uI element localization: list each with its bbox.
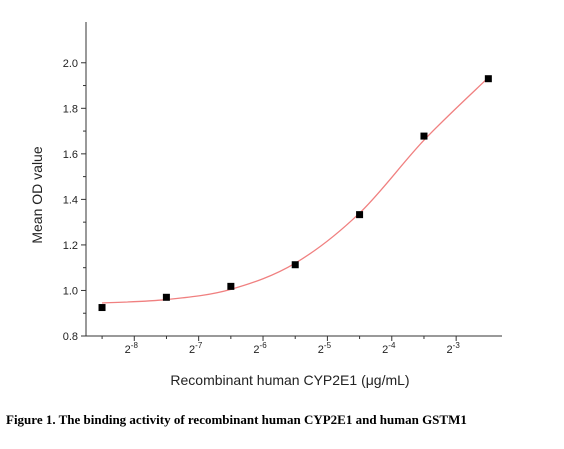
data-point — [227, 282, 235, 290]
fit-curve-layer — [101, 77, 489, 304]
fit-curve — [101, 77, 489, 304]
y-tick-label: 2.0 — [63, 58, 78, 70]
data-point — [98, 304, 106, 312]
x-tick-label: 2-3 — [447, 341, 461, 356]
data-point — [162, 293, 170, 301]
x-axis-title: Recombinant human CYP2E1 (μg/mL) — [170, 372, 409, 388]
data-points-layer — [98, 75, 492, 312]
x-tick-label: 2-5 — [318, 341, 332, 356]
x-tick-label: 2-8 — [125, 341, 139, 356]
axes — [85, 22, 502, 337]
figure-caption: Figure 1. The binding activity of recomb… — [6, 412, 467, 427]
y-tick-label: 1.2 — [63, 240, 78, 252]
x-tick-label: 2-4 — [382, 341, 396, 356]
x-tick-label: 2-6 — [253, 341, 267, 356]
x-tick-label: 2-7 — [189, 341, 203, 356]
y-tick-label: 1.8 — [63, 103, 78, 115]
y-tick-label: 1.4 — [63, 194, 78, 206]
y-axis-title: Mean OD value — [29, 146, 45, 243]
data-point — [484, 75, 492, 83]
y-tick-label: 1.6 — [63, 149, 78, 161]
y-tick-label: 0.8 — [63, 331, 78, 343]
x-ticks: 2-8 2-7 2-6 2-5 2-4 2-3 — [101, 336, 461, 356]
data-point — [356, 211, 364, 219]
data-point — [420, 132, 428, 140]
data-point — [291, 261, 299, 269]
y-tick-label: 1.0 — [63, 285, 78, 297]
chart: 2-8 2-7 2-6 2-5 2-4 2-3 0.8 1.0 1.2 1.4 1.6 1.8 2.0… — [29, 22, 502, 388]
y-ticks: 0.8 1.0 1.2 1.4 1.6 1.8 2.0 — [63, 58, 86, 343]
